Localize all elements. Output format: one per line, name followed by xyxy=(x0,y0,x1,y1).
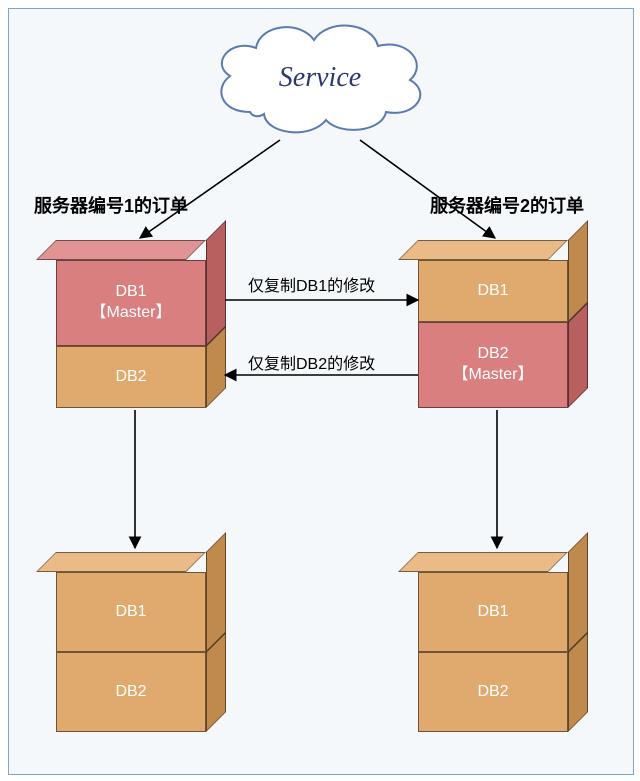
db-segment: DB2 xyxy=(418,652,568,732)
db-segment: DB1 【Master】 xyxy=(56,260,206,346)
section-right-label: 服务器编号2的订单 xyxy=(430,192,584,218)
repl-db2-label: 仅复制DB2的修改 xyxy=(248,350,375,374)
diagram-stage: Service 服务器编号1的订单 服务器编号2的订单 DB1 【Master】… xyxy=(0,0,640,781)
box-top xyxy=(398,552,568,572)
db-segment: DB2 【Master】 xyxy=(418,322,568,408)
section-left-label: 服务器编号1的订单 xyxy=(34,192,188,218)
box-top xyxy=(398,240,568,260)
cloud-label: Service xyxy=(200,62,440,94)
db-segment: DB1 xyxy=(418,572,568,652)
box-top xyxy=(36,552,206,572)
db-segment: DB2 xyxy=(56,652,206,732)
db-segment: DB1 xyxy=(418,260,568,322)
server-topRight: DB1DB2 【Master】 xyxy=(418,240,568,408)
repl-db1-label: 仅复制DB1的修改 xyxy=(248,272,375,296)
db-segment: DB1 xyxy=(56,572,206,652)
db-segment: DB2 xyxy=(56,346,206,408)
server-bottomRight: DB1DB2 xyxy=(418,552,568,732)
service-cloud: Service xyxy=(200,12,440,152)
server-topLeft: DB1 【Master】DB2 xyxy=(56,240,206,408)
server-bottomLeft: DB1DB2 xyxy=(56,552,206,732)
box-top xyxy=(36,240,206,260)
